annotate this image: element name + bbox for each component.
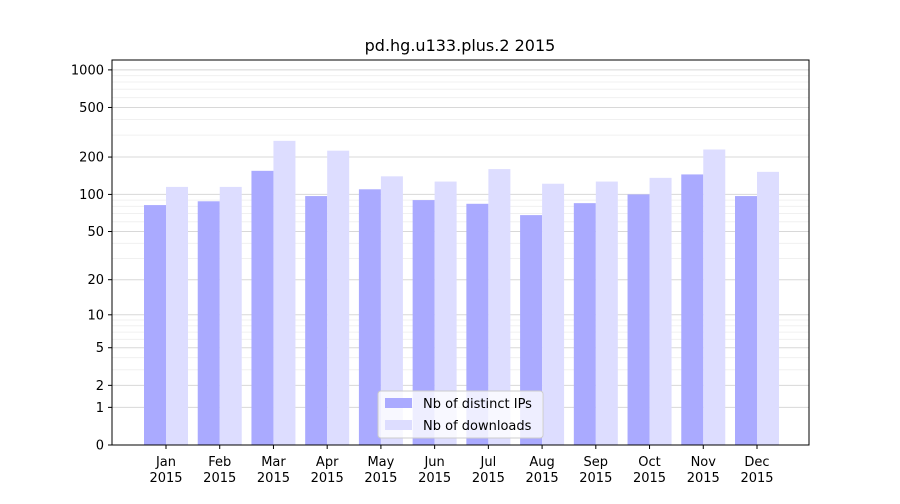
x-tick-label-year: 2015 — [418, 471, 451, 486]
y-tick-label: 0 — [96, 439, 104, 454]
x-tick-label-year: 2015 — [526, 471, 559, 486]
legend-label-downloads: Nb of downloads — [423, 419, 532, 434]
y-tick-label: 5 — [96, 341, 104, 356]
x-tick-label-month: Jul — [480, 455, 497, 470]
y-tick-label: 10 — [87, 308, 104, 323]
bar-distinct-ips — [358, 189, 381, 445]
y-tick-label: 20 — [87, 273, 104, 288]
x-tick-label-year: 2015 — [633, 471, 666, 486]
x-tick-label-month: Nov — [691, 455, 717, 470]
y-tick-label: 200 — [79, 151, 104, 166]
bar-distinct-ips — [305, 196, 328, 445]
bar-downloads — [703, 149, 726, 446]
x-axis: Jan2015Feb2015Mar2015Apr2015May2015Jun20… — [149, 445, 774, 486]
x-tick-label-month: Aug — [529, 455, 554, 470]
x-tick-label-month: Mar — [261, 455, 286, 470]
x-tick-label-year: 2015 — [364, 471, 397, 486]
bar-downloads — [219, 186, 242, 445]
x-tick-label-month: Jan — [155, 455, 176, 470]
bar-distinct-ips — [627, 194, 650, 445]
x-tick-label-year: 2015 — [311, 471, 344, 486]
x-tick-label-year: 2015 — [203, 471, 236, 486]
bar-downloads — [380, 176, 403, 445]
y-tick-label: 100 — [79, 188, 104, 203]
bar-distinct-ips — [573, 203, 596, 445]
bar-downloads — [488, 169, 511, 445]
bar-downloads — [273, 140, 296, 445]
x-tick-label-year: 2015 — [687, 471, 720, 486]
x-tick-label-month: Jun — [423, 455, 444, 470]
legend-swatch-downloads — [385, 420, 412, 430]
bar-distinct-ips — [144, 205, 166, 445]
bar-distinct-ips — [412, 200, 435, 445]
bar-distinct-ips — [466, 203, 489, 445]
x-tick-label-month: Sep — [584, 455, 609, 470]
bar-distinct-ips — [520, 215, 543, 445]
legend-swatch-distinct-ips — [385, 398, 412, 408]
y-axis: 0 1 2 5 10 20 50 100 200 500 1000 — [71, 63, 112, 454]
x-tick-label-month: Apr — [316, 455, 339, 470]
legend-label-distinct-ips: Nb of distinct IPs — [423, 397, 532, 412]
bar-distinct-ips — [735, 196, 757, 445]
x-tick-label-year: 2015 — [149, 471, 182, 486]
legend: Nb of distinct IPs Nb of downloads — [377, 390, 544, 439]
bar-downloads — [649, 177, 672, 445]
bar-downloads — [542, 183, 565, 446]
x-tick-label-year: 2015 — [257, 471, 290, 486]
y-tick-label: 1000 — [71, 63, 104, 78]
y-tick-label: 2 — [96, 379, 104, 394]
x-tick-label-month: May — [367, 455, 394, 470]
bar-downloads — [434, 181, 457, 445]
y-tick-label: 1 — [96, 401, 104, 416]
x-tick-label-month: Feb — [208, 455, 231, 470]
bar-downloads — [595, 181, 618, 445]
bars — [144, 140, 779, 446]
y-tick-label: 500 — [79, 101, 104, 116]
x-tick-label-month: Oct — [638, 455, 660, 470]
x-tick-label-year: 2015 — [472, 471, 505, 486]
bar-distinct-ips — [681, 174, 704, 445]
x-tick-label-year: 2015 — [579, 471, 612, 486]
bar-downloads — [166, 186, 188, 445]
bar-distinct-ips — [251, 170, 274, 446]
bar-distinct-ips — [197, 201, 220, 445]
bar-downloads — [757, 171, 779, 445]
chart-title: pd.hg.u133.plus.2 2015 — [365, 36, 556, 55]
legend-box — [377, 390, 544, 439]
x-tick-label-month: Dec — [744, 455, 769, 470]
x-tick-label-year: 2015 — [740, 471, 773, 486]
y-tick-label: 50 — [87, 225, 104, 240]
plot-frame — [111, 59, 810, 446]
bar-downloads — [327, 150, 350, 445]
